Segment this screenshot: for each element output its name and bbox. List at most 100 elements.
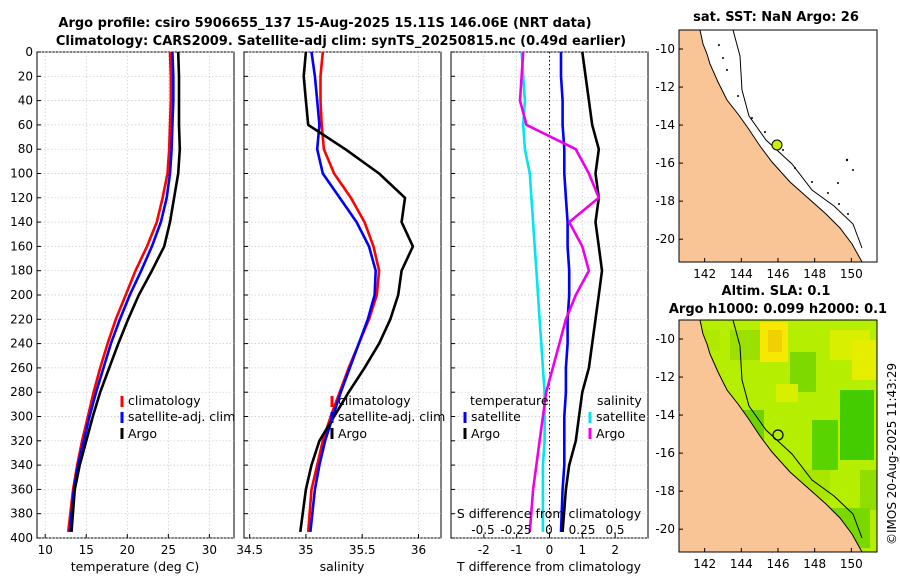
imos-watermark: ©IMOS 20-Aug-2025 11:43:29 bbox=[885, 363, 899, 545]
map-x-tick-label: 150 bbox=[840, 557, 863, 571]
x-tick-label: -2 bbox=[478, 543, 490, 557]
sst-map-x-ticks: 142 144 146 148 150 bbox=[693, 258, 863, 281]
salinity-panel: 34.5 35 35.5 36 salinity climatology satell… bbox=[236, 51, 445, 574]
x-tick-label: 10 bbox=[38, 543, 53, 557]
x-tick-label: -1 bbox=[511, 543, 523, 557]
y-tick-label: 80 bbox=[18, 142, 33, 156]
legend-label-satellite-adj: satellite-adj. clim bbox=[338, 409, 445, 424]
legend-label-sal-argo: Argo bbox=[596, 426, 625, 441]
legend-label-sal-satellite: satellite bbox=[596, 409, 646, 424]
salinity-legend: climatology satellite-adj. clim Argo bbox=[330, 393, 445, 441]
temperature-series bbox=[66, 51, 182, 533]
bathymetry-contour bbox=[732, 30, 863, 249]
series-line-climatology bbox=[306, 51, 381, 533]
y-tick-label: 240 bbox=[10, 337, 33, 351]
map-y-tick-label: -12 bbox=[655, 80, 675, 94]
sla-map-subtitle: Argo h1000: 0.099 h2000: 0.1 bbox=[669, 302, 887, 317]
legend-label-temp-argo: Argo bbox=[471, 426, 500, 441]
y-tick-label: 380 bbox=[10, 507, 33, 521]
salinity-x-ticks: 34.5 35 35.5 36 bbox=[236, 543, 426, 557]
temperature-legend: climatology satellite-adj. clim Argo bbox=[120, 393, 235, 441]
top-tick-label: 0.25 bbox=[569, 523, 596, 537]
sst-map-title: sat. SST: NaN Argo: 26 bbox=[693, 10, 859, 25]
series-line-temperature-satellite bbox=[559, 52, 571, 532]
x-tick-label: 36 bbox=[411, 543, 426, 557]
y-tick-label: 340 bbox=[10, 458, 33, 472]
map-y-tick-label: -20 bbox=[655, 232, 675, 246]
salinity-grid bbox=[244, 51, 441, 539]
x-tick-label: 1 bbox=[579, 543, 587, 557]
y-tick-label: 40 bbox=[18, 94, 33, 108]
map-x-tick-label: 148 bbox=[803, 267, 826, 281]
map-y-tick-label: -12 bbox=[655, 370, 675, 384]
reef-dots bbox=[718, 44, 854, 215]
y-tick-label: 0 bbox=[25, 45, 33, 59]
map-y-tick-label: -18 bbox=[655, 194, 675, 208]
y-tick-label: 180 bbox=[10, 264, 33, 278]
legend-label-temp-satellite: satellite bbox=[471, 409, 521, 424]
argo-position-marker bbox=[771, 139, 783, 151]
legend-label-climatology: climatology bbox=[338, 393, 411, 408]
temperature-x-ticks: 10 15 20 25 30 bbox=[38, 543, 217, 557]
x-tick-label: 2 bbox=[611, 543, 619, 557]
map-x-tick-label: 142 bbox=[693, 557, 716, 571]
y-tick-label: 220 bbox=[10, 312, 33, 326]
temperature-panel: 10 15 20 25 30 0 20 40 60 80 100 120 140 160 180 200 22… bbox=[10, 45, 235, 574]
y-tick-label: 140 bbox=[10, 215, 33, 229]
sla-cell bbox=[852, 340, 876, 380]
y-tick-label: 160 bbox=[10, 239, 33, 253]
temperature-y-ticks: 0 20 40 60 80 100 120 140 160 180 200 220 240 260 280 3… bbox=[10, 45, 33, 545]
y-tick-label: 400 bbox=[10, 531, 33, 545]
legend-label-argo: Argo bbox=[128, 426, 157, 441]
sla-cell bbox=[776, 384, 798, 402]
sla-cell bbox=[860, 470, 877, 510]
bathymetry-contour bbox=[732, 320, 863, 539]
salinity-series bbox=[299, 51, 415, 533]
sla-cell bbox=[840, 390, 874, 460]
chart-subtitle: Climatology: CARS2009. Satellite-adj cli… bbox=[56, 34, 626, 49]
series-line-salinity-satellite bbox=[520, 51, 546, 532]
x-tick-label: 0 bbox=[546, 543, 554, 557]
difference-top-ticks: -0.5 -0.25 0 0.25 0.5 bbox=[471, 523, 624, 537]
salinity-xlabel: salinity bbox=[320, 559, 365, 574]
y-tick-label: 60 bbox=[18, 118, 33, 132]
y-tick-label: 300 bbox=[10, 410, 33, 424]
map-x-tick-label: 146 bbox=[767, 267, 790, 281]
sla-cell bbox=[812, 420, 838, 470]
map-y-tick-label: -20 bbox=[655, 522, 675, 536]
sla-map-x-ticks: 142 144 146 148 150 bbox=[693, 548, 863, 571]
x-tick-label: 30 bbox=[202, 543, 217, 557]
top-tick-label: 0 bbox=[545, 523, 553, 537]
series-line-salinity-argo bbox=[518, 51, 601, 533]
x-tick-label: 15 bbox=[79, 543, 94, 557]
legend-title-temperature: temperature bbox=[470, 393, 549, 408]
y-tick-label: 360 bbox=[10, 482, 33, 496]
map-y-tick-label: -18 bbox=[655, 484, 675, 498]
top-tick-label: -0.5 bbox=[471, 523, 494, 537]
series-line-climatology bbox=[66, 51, 173, 533]
map-y-tick-label: -14 bbox=[655, 118, 675, 132]
sla-map-area bbox=[679, 320, 877, 552]
temperature-grid bbox=[37, 51, 234, 539]
difference-legend: temperature satellite Argo salinity sate… bbox=[463, 393, 646, 441]
map-x-tick-label: 146 bbox=[767, 557, 790, 571]
series-line-temperature-argo bbox=[561, 51, 604, 533]
sst-map-y-ticks: -10 -12 -14 -16 -18 -20 bbox=[655, 42, 683, 246]
sla-cell bbox=[730, 330, 760, 360]
difference-x-ticks: -2 -1 0 1 2 bbox=[478, 543, 619, 557]
legend-label-satellite-adj: satellite-adj. clim bbox=[128, 409, 235, 424]
difference-top-label: S difference from climatology bbox=[457, 506, 642, 521]
top-tick-label: -0.25 bbox=[500, 523, 531, 537]
series-line-satellite-adj-clim bbox=[68, 51, 175, 533]
y-tick-label: 320 bbox=[10, 434, 33, 448]
y-tick-label: 200 bbox=[10, 288, 33, 302]
y-tick-label: 280 bbox=[10, 385, 33, 399]
y-tick-label: 260 bbox=[10, 361, 33, 375]
legend-title-salinity: salinity bbox=[597, 393, 642, 408]
map-x-tick-label: 150 bbox=[840, 267, 863, 281]
temperature-xlabel: temperature (deg C) bbox=[71, 559, 200, 574]
map-x-tick-label: 144 bbox=[730, 267, 753, 281]
sla-map-title: Altim. SLA: 0.1 bbox=[722, 284, 831, 299]
sla-map-panel: Altim. SLA: 0.1 Argo h1000: 0.099 h2000:… bbox=[655, 284, 887, 571]
sla-map-y-ticks: -10 -12 -14 -16 -18 -20 bbox=[655, 332, 683, 536]
